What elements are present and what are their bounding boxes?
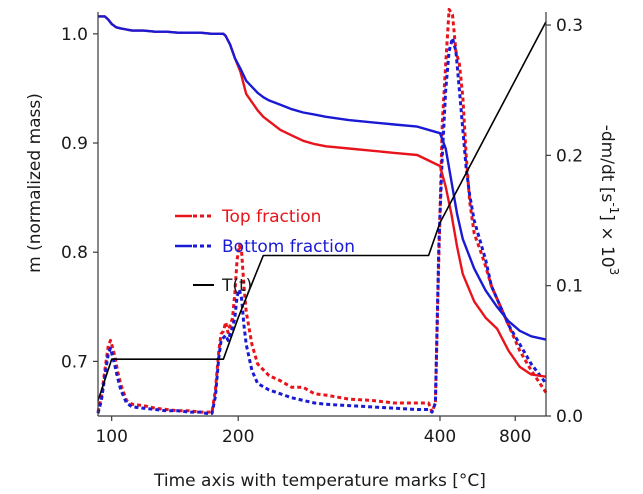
legend-item-temperature: T(t) [193,276,252,296]
y-right-tick-label: 0.2 [556,146,583,166]
y-right-tick-label: 0.1 [556,277,583,297]
y-axis-title-right-sup-2: 3 [607,268,621,276]
series-rate-top-fraction [96,7,548,414]
legend-item-bottom-fraction: Bottom fraction [175,237,355,257]
y-left-tick-label: 1.0 [61,25,88,45]
y-right-tick-label: 0.3 [556,16,583,36]
axes: 0.7 0.8 0.9 1.0 0.0 0.1 0.2 0.3 100 200 400 800 [61,12,583,447]
plot-lines [96,7,548,415]
x-tick-label: 200 [222,427,254,447]
series-temperature-t-t [97,21,547,401]
y-left-tick-label: 0.8 [61,243,88,263]
legend-label-temperature: T(t) [221,276,252,296]
series-mass-top-fraction [98,15,547,378]
series-mass-bottom-fraction [98,15,547,341]
legend-label-bottom-fraction: Bottom fraction [222,237,355,257]
legend-item-top-fraction: Top fraction [175,207,321,227]
legend: Top fraction Bottom fraction T(t) [175,207,355,296]
series-rate-bottom-fraction [96,36,548,415]
y-axis-title-right-part-2: ] × 10 [597,214,617,267]
x-tick-label: 100 [95,427,127,447]
y-axis-title-left: m (normalized mass) [25,93,45,273]
x-tick-label: 400 [424,427,456,447]
x-tick-label: 800 [499,427,531,447]
y-axis-title-right-part-1: -dm/dt [s [597,125,617,203]
x-axis-title: Time axis with temperature marks [°C] [153,471,486,491]
y-right-tick-label: 0.0 [556,407,583,427]
legend-label-top-fraction: Top fraction [221,207,321,227]
y-left-tick-label: 0.7 [61,352,88,372]
y-left-tick-label: 0.9 [61,134,88,154]
y-axis-title-right-sup-1: -1 [607,202,621,214]
y-axis-title-right: -dm/dt [s-1] × 103 [597,125,621,276]
